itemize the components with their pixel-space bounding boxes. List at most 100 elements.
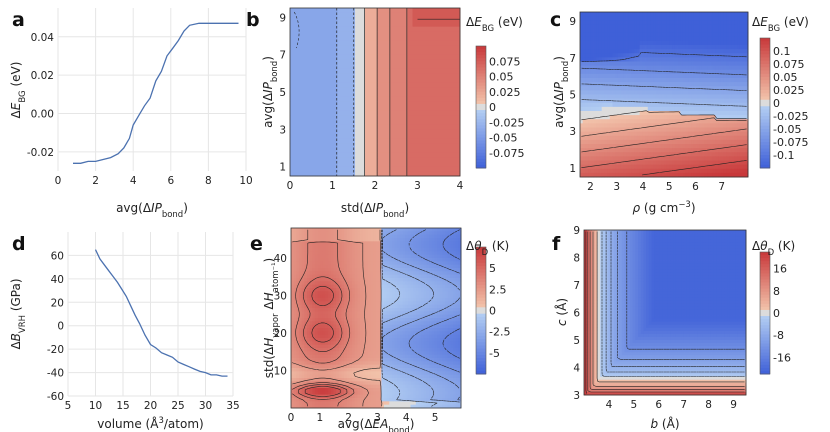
contour-cell bbox=[297, 120, 301, 126]
contour-cell bbox=[312, 162, 316, 168]
contour-cell bbox=[380, 115, 383, 121]
contour-cell bbox=[729, 57, 733, 62]
contour-cell bbox=[585, 65, 589, 71]
contour-cell bbox=[582, 24, 586, 29]
contour-cell bbox=[669, 144, 673, 149]
contour-cell bbox=[405, 26, 408, 32]
contour-cell bbox=[672, 82, 676, 87]
contour-cell bbox=[588, 16, 592, 21]
contour-cell bbox=[742, 24, 746, 29]
contour-cell bbox=[612, 12, 616, 17]
contour-cell bbox=[672, 148, 676, 153]
contour-cell bbox=[731, 111, 735, 116]
contour-cell bbox=[612, 73, 616, 79]
contour-cell bbox=[315, 87, 318, 93]
contour-cell bbox=[593, 16, 597, 21]
contour-cell bbox=[628, 123, 632, 128]
contour-cell bbox=[710, 98, 714, 104]
contour-cell bbox=[315, 12, 318, 18]
contour-cell bbox=[734, 28, 738, 34]
contour-cell bbox=[634, 111, 638, 116]
contour-cell bbox=[598, 12, 603, 17]
contour-cell bbox=[327, 162, 331, 168]
contour-cell bbox=[372, 92, 376, 98]
contour-cell bbox=[615, 115, 619, 120]
contour-cell bbox=[440, 12, 443, 18]
contour-cell bbox=[604, 40, 608, 46]
contour-cell bbox=[440, 148, 443, 154]
contour-cell bbox=[402, 31, 406, 37]
contour-cell bbox=[367, 31, 371, 37]
contour-cell bbox=[615, 73, 619, 79]
contour-cell bbox=[397, 166, 401, 172]
contour-cell bbox=[422, 157, 426, 163]
contour-cell bbox=[457, 124, 461, 130]
contour-cell bbox=[452, 162, 456, 168]
contour-cell bbox=[360, 115, 363, 121]
contour-cell bbox=[585, 144, 589, 149]
contour-cell bbox=[726, 32, 730, 38]
contour-cell bbox=[382, 64, 386, 70]
contour-cell bbox=[355, 171, 358, 177]
contour-cell bbox=[455, 148, 458, 154]
contour-cell bbox=[588, 156, 592, 161]
contour-cell bbox=[636, 168, 641, 174]
contour-cell bbox=[432, 26, 436, 32]
contour-cell bbox=[593, 61, 597, 67]
contour-cell bbox=[410, 59, 413, 65]
contour-cell bbox=[380, 138, 383, 144]
contour-cell bbox=[607, 36, 611, 42]
contour-cell bbox=[691, 106, 695, 112]
contour-cell bbox=[372, 50, 376, 56]
contour-cell bbox=[739, 164, 743, 170]
contour-cell bbox=[370, 68, 373, 74]
contour-cell bbox=[390, 8, 393, 14]
contour-cell bbox=[447, 115, 451, 121]
contour-cell bbox=[715, 94, 719, 100]
contour-cell bbox=[634, 40, 638, 46]
contour-cell bbox=[674, 127, 678, 133]
contour-cell bbox=[701, 78, 706, 83]
contour-cell bbox=[427, 31, 431, 37]
contour-cell bbox=[307, 148, 311, 154]
contour-cell bbox=[645, 28, 649, 34]
contour-cell bbox=[669, 152, 673, 157]
y-tick-label: 9 bbox=[569, 16, 576, 28]
contour-cell bbox=[677, 73, 681, 79]
contour-cell bbox=[417, 106, 421, 112]
contour-cell bbox=[310, 162, 313, 168]
contour-cell bbox=[636, 144, 641, 149]
contour-cell bbox=[290, 120, 293, 126]
contour-cell bbox=[680, 61, 684, 67]
contour-cell bbox=[609, 160, 613, 166]
contour-cell bbox=[297, 12, 301, 18]
x-axis-label: avg(ΔIPbond) bbox=[116, 201, 188, 220]
contour-cell bbox=[377, 157, 381, 163]
contour-cell bbox=[360, 138, 363, 144]
contour-cell bbox=[596, 28, 600, 34]
contour-cell bbox=[664, 98, 668, 104]
contour-cell bbox=[297, 101, 301, 107]
contour-cell bbox=[345, 143, 348, 149]
contour-cell bbox=[685, 123, 689, 128]
contour-cell bbox=[310, 73, 313, 79]
contour-cell bbox=[370, 87, 373, 93]
contour-cell bbox=[340, 36, 343, 42]
contour-cell bbox=[395, 120, 398, 126]
contour-cell bbox=[631, 127, 635, 133]
contour-cell bbox=[345, 17, 348, 23]
contour-cell bbox=[457, 45, 461, 51]
y-axis-label: avg(ΔIPbond) bbox=[261, 56, 280, 128]
contour-cell bbox=[696, 16, 700, 21]
contour-cell bbox=[415, 31, 418, 37]
contour-cell bbox=[415, 22, 418, 28]
contour-cell bbox=[290, 106, 293, 112]
contour-cell bbox=[412, 12, 416, 18]
contour-cell bbox=[322, 17, 326, 23]
contour-cell bbox=[620, 168, 624, 174]
contour-cell bbox=[422, 87, 426, 93]
contour-cell bbox=[385, 17, 388, 23]
contour-cell bbox=[596, 40, 600, 46]
contour-cell bbox=[387, 157, 391, 163]
contour-cell bbox=[422, 59, 426, 65]
